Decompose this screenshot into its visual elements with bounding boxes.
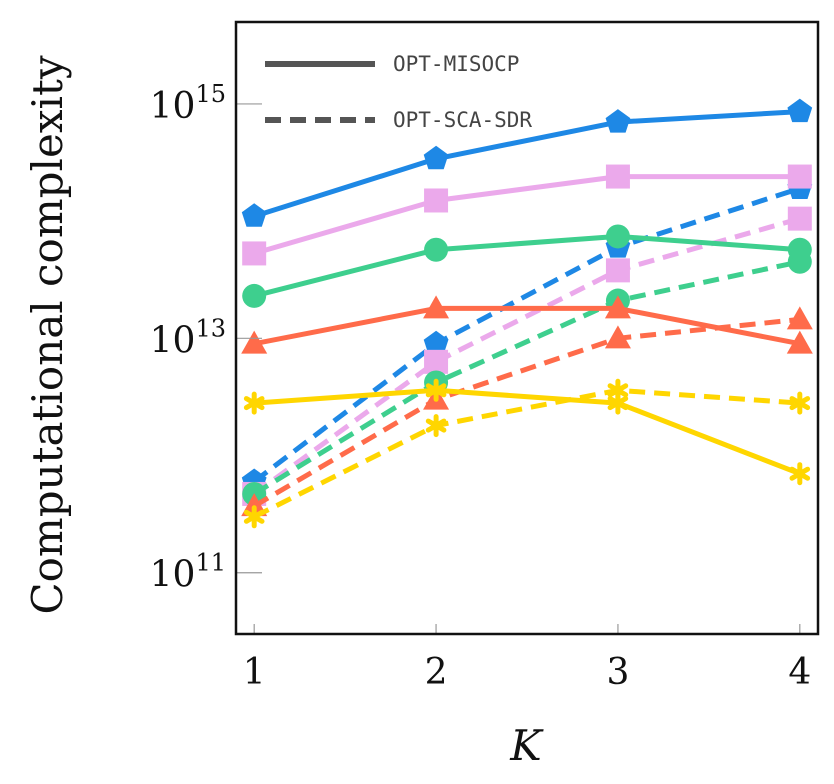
data-point-star [789,391,811,415]
data-point-pentagon [241,203,267,227]
data-point-circle [787,237,812,262]
data-point-star [789,462,811,486]
data-point-triangle [423,295,450,319]
data-point-triangle [241,330,268,354]
series-line [252,186,801,484]
data-point-square [605,164,630,189]
data-point-circle [605,224,630,249]
series-opt-misocp-star [243,378,811,486]
x-tick-label: 1 [243,652,266,693]
series-line [254,387,801,477]
x-tick-label: 3 [606,652,629,693]
x-axis-title: K [509,721,544,770]
data-point-pentagon [787,98,813,123]
series-layer [241,98,813,529]
series-line [253,387,800,520]
legend-label: OPT-SCA-SDR [393,108,532,132]
data-point-pentagon [605,109,631,133]
plot-frame [234,20,820,636]
series-line [253,305,801,347]
data-point-triangle [786,330,813,354]
series-opt-sca-sdr-circle [242,249,812,506]
series-line [252,316,801,509]
series-line [253,109,800,219]
data-point-square [787,206,812,231]
data-point-circle [424,237,449,262]
legend: OPT-MISOCP OPT-SCA-SDR [265,52,532,132]
series-line [252,259,801,497]
series-opt-misocp-square [242,164,812,266]
data-point-pentagon [423,330,449,355]
data-point-triangle [786,306,813,330]
series-line [252,216,801,496]
data-point-pentagon [423,145,449,170]
data-point-square [605,258,630,283]
series-opt-misocp-pentagon [241,98,813,227]
data-point-square [424,188,449,213]
data-point-star [425,378,447,402]
data-point-circle [242,283,267,308]
x-tick-label: 4 [788,652,811,693]
data-point-star [425,414,447,438]
x-tick-label: 2 [425,652,448,693]
series-line [253,174,800,256]
data-point-square [242,241,267,266]
legend-label: OPT-MISOCP [393,52,519,76]
series-opt-sca-sdr-star [243,378,811,529]
y-tick-label: 1013 [150,314,226,361]
data-point-square [787,164,812,189]
series-opt-misocp-circle [242,224,812,308]
y-tick-label: 1015 [150,80,226,127]
data-point-triangle [604,295,631,319]
series-line [253,233,800,299]
data-point-star [243,391,265,415]
series-opt-sca-sdr-triangle [241,306,813,517]
y-tick-label: 1011 [150,549,226,596]
data-point-star [607,391,629,415]
data-point-square [424,349,449,374]
y-axis-title: Computational complexity [23,55,72,614]
series-opt-misocp-triangle [241,295,813,354]
tick-layer: 1 2 3 4 1011 1013 1015 [150,80,812,693]
data-point-star [243,505,265,529]
data-point-triangle [604,325,631,349]
